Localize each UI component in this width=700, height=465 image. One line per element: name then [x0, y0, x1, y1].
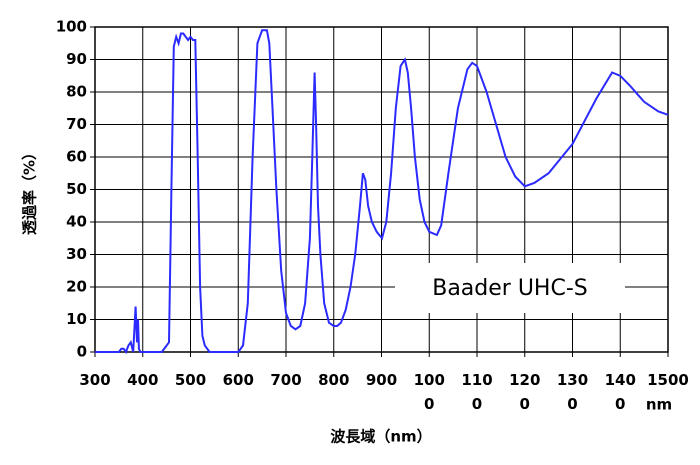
- x-tick-label: 900: [365, 371, 398, 389]
- annotation: Baader UHC-S: [432, 276, 588, 301]
- x-unit: nm: [646, 396, 672, 414]
- x-tick-label: 300: [79, 371, 111, 389]
- x-tick-label: 1500: [647, 371, 689, 389]
- x-tick-label: 600: [222, 371, 254, 389]
- y-tick-label: 60: [66, 148, 87, 166]
- y-tick-label: 30: [66, 245, 87, 263]
- y-tick-label: 50: [66, 180, 87, 198]
- x-tick-label: 400: [127, 371, 159, 389]
- y-tick-label: 70: [66, 115, 87, 133]
- y-tick-label: 0: [77, 343, 87, 361]
- y-tick-label: 100: [56, 18, 87, 36]
- x-tick-label: 800: [318, 371, 350, 389]
- y-tick-label: 10: [66, 310, 87, 328]
- x-tick-label: 1300: [556, 371, 589, 413]
- y-tick-label: 80: [66, 83, 87, 101]
- y-tick-label: 20: [66, 278, 87, 296]
- x-tick-label: 1000: [413, 371, 445, 413]
- x-tick-label: 1200: [509, 371, 541, 413]
- data-line: [95, 29, 669, 355]
- plot-frame: [94, 26, 669, 353]
- x-tick-label: 500: [174, 371, 207, 389]
- y-axis-label: 透過率（%）: [21, 145, 39, 235]
- x-tick-label: 700: [270, 371, 302, 389]
- y-tick-label: 90: [66, 50, 87, 68]
- annotation-box: [395, 263, 625, 313]
- x-axis-label: 波長域（nm）: [330, 428, 431, 446]
- x-tick-label: 1100: [461, 371, 493, 413]
- y-tick-label: 40: [66, 213, 87, 231]
- x-tick-label: 1400: [604, 371, 636, 413]
